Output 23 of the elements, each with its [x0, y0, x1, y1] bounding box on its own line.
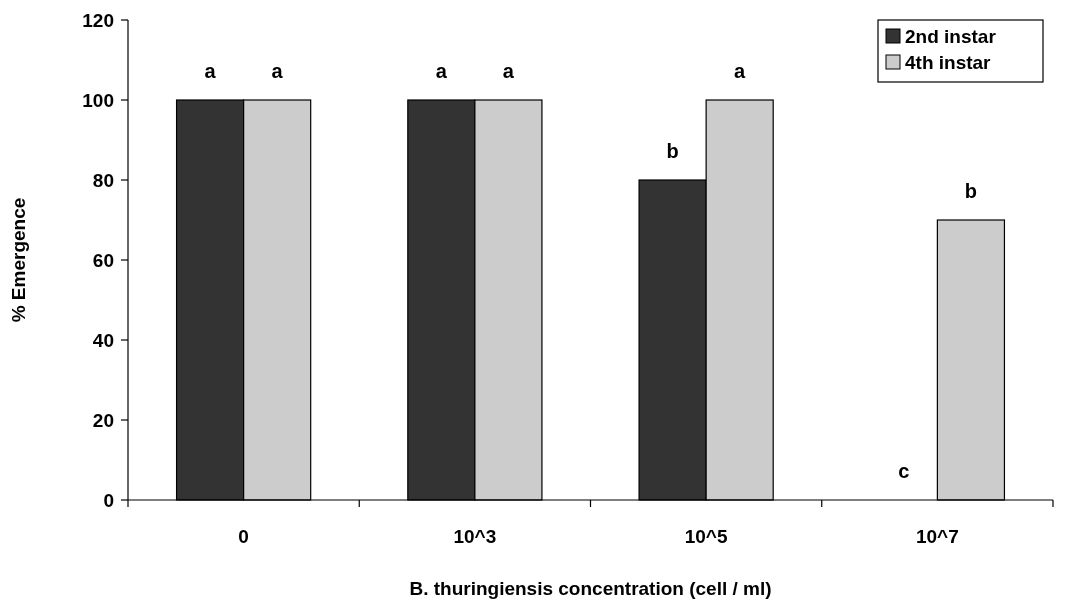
y-tick-label: 120: [82, 9, 114, 31]
annotation: a: [204, 60, 217, 82]
annotation: c: [898, 460, 910, 482]
y-tick-label: 0: [103, 489, 114, 511]
y-tick-label: 20: [92, 409, 114, 431]
y-tick-label: 60: [92, 249, 114, 271]
x-tick-label: 10^5: [684, 526, 728, 547]
annotation: b: [666, 140, 679, 162]
y-tick-label: 100: [82, 89, 114, 111]
y-axis-title: % Emergence: [8, 197, 29, 323]
x-axis-title: B. thuringiensis concentration (cell / ml): [409, 578, 772, 599]
annotation: a: [271, 60, 284, 82]
legend-label: 2nd instar: [905, 25, 997, 47]
y-tick-label: 80: [92, 169, 114, 191]
annotation: a: [734, 60, 747, 82]
annotation: b: [964, 180, 978, 202]
x-tick-label: 0: [238, 526, 249, 547]
annotation: a: [502, 60, 515, 82]
annotation: a: [435, 60, 448, 82]
y-tick-label: 40: [92, 329, 114, 351]
x-tick-label: 10^7: [915, 526, 959, 547]
legend-label: 4th instar: [905, 51, 992, 73]
x-tick-label: 10^3: [453, 526, 497, 547]
